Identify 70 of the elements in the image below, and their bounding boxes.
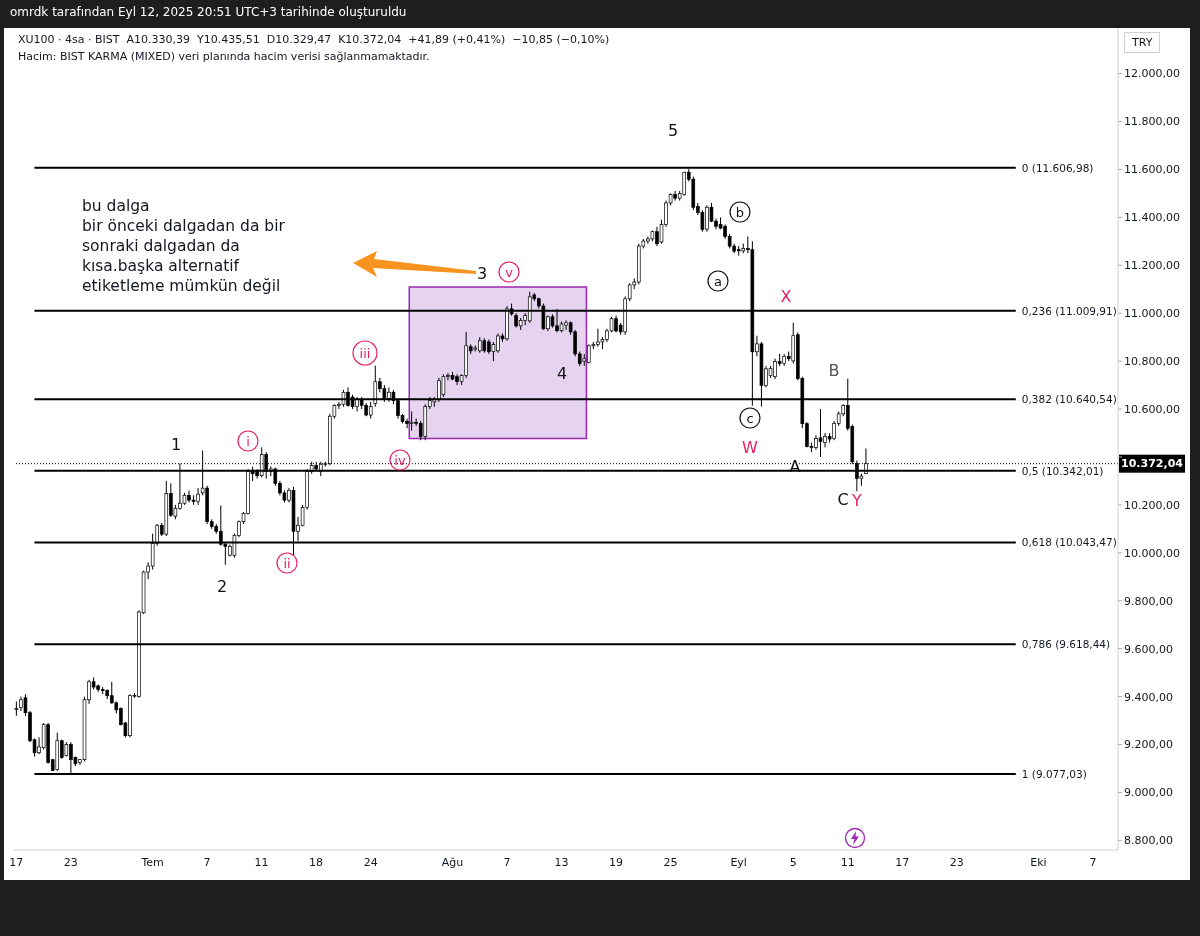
x-tick-label: 24 xyxy=(363,855,378,869)
x-tick-label: 17 xyxy=(895,855,910,869)
x-tick-label: 23 xyxy=(949,855,964,869)
y-tick-label: 10.000,00 xyxy=(1124,546,1180,560)
x-tick-label: 7 xyxy=(203,855,211,869)
ref-line-label: 10.372,04 xyxy=(1121,457,1184,471)
ref-line-label: 1 (9.077,03) xyxy=(1021,768,1087,781)
y-tick-label: 12.000,00 xyxy=(1124,67,1180,81)
annotation: 4 xyxy=(556,363,568,383)
y-tick-label: 9.200,00 xyxy=(1124,738,1173,752)
x-tick-label: 5 xyxy=(789,855,797,869)
x-tick-label: 25 xyxy=(663,855,678,869)
x-tick-label: 11 xyxy=(840,855,855,869)
y-tick-label: 9.400,00 xyxy=(1124,690,1173,704)
annotation: c xyxy=(746,410,754,426)
annotation: iii xyxy=(359,345,371,361)
candlestick xyxy=(14,700,19,717)
x-tick-label: 18 xyxy=(309,855,324,869)
y-tick-label: 11.400,00 xyxy=(1124,211,1180,225)
y-tick-label: 11.000,00 xyxy=(1124,307,1180,321)
annotation: ii xyxy=(283,555,291,571)
ref-line-label: 0 (11.606,98) xyxy=(1021,161,1094,174)
ref-line-label: 0,786 (9.618,44) xyxy=(1021,638,1111,651)
y-tick-label: 11.800,00 xyxy=(1124,115,1180,129)
annotation: i xyxy=(246,433,250,449)
y-axis-title: TRY xyxy=(1124,32,1161,53)
y-tick-label: 8.800,00 xyxy=(1124,834,1173,848)
text: Hacim: BIST KARMA (MIXED) veri planında hacim verisi sağlanmamaktadır. xyxy=(18,50,430,63)
y-tick-label: 9.600,00 xyxy=(1124,642,1173,656)
x-tick-label: 11 xyxy=(254,855,269,869)
ref-line-label: 0,618 (10.043,47) xyxy=(1021,536,1117,549)
candlestick xyxy=(700,209,705,233)
x-tick-label: 17 xyxy=(9,855,24,869)
x-tick-label: 13 xyxy=(554,855,569,869)
candlestick xyxy=(409,410,414,432)
annotation: v xyxy=(505,264,514,280)
x-tick-label: 7 xyxy=(503,855,511,869)
ref-line-label: 0,382 (10.640,54) xyxy=(1021,393,1117,406)
ref-line-label: 0,236 (11.009,91) xyxy=(1021,304,1117,317)
text: omrdk tarafından Eyl 12, 2025 20:51 UTC+3 tarihinde oluşturuldu xyxy=(10,5,407,19)
annotation: 1 xyxy=(170,434,182,454)
annotation: W xyxy=(742,437,759,457)
annotation: a xyxy=(714,273,722,289)
annotation: Y xyxy=(851,490,863,510)
annotation: C xyxy=(837,489,849,509)
candlestick xyxy=(818,408,823,458)
y-tick-label: 10.800,00 xyxy=(1124,355,1180,369)
x-tick-label: Tem xyxy=(140,855,164,869)
annotation: 2 xyxy=(216,576,228,596)
annotation: iv xyxy=(394,452,406,468)
x-tick-label: 23 xyxy=(63,855,78,869)
ref-line-label: 0,5 (10.342,01) xyxy=(1021,464,1104,477)
y-tick-label: 10.200,00 xyxy=(1124,498,1180,512)
y-tick-label: 11.200,00 xyxy=(1124,259,1180,273)
x-tick-label: 7 xyxy=(1089,855,1097,869)
x-tick-label: Eki xyxy=(1030,855,1047,869)
annotation: X xyxy=(780,286,792,306)
annotation: 3 xyxy=(476,263,488,283)
text: XU100 · 4sa · BIST A10.330,39 Y10.435,51 D10.329,47 K10.372,04 +41,89 (+0,41%) −10,85 (−0,10%) xyxy=(18,33,610,46)
annotation: B xyxy=(828,360,840,380)
y-tick-label: 10.600,00 xyxy=(1124,402,1180,416)
x-tick-label: Eyl xyxy=(730,855,747,869)
annotation: 5 xyxy=(667,120,679,140)
y-tick-label: 9.800,00 xyxy=(1124,594,1173,608)
x-tick-label: 19 xyxy=(608,855,623,869)
annotation: bu dalga bir önceki dalgadan da bir sonraki dalgadan da kısa.başka alternatif etiketleme mümkün değil xyxy=(82,196,285,296)
y-tick-label: 11.600,00 xyxy=(1124,163,1180,177)
y-tick-label: 9.000,00 xyxy=(1124,786,1173,800)
x-tick-label: Ağu xyxy=(441,855,464,869)
annotation: b xyxy=(735,204,745,220)
